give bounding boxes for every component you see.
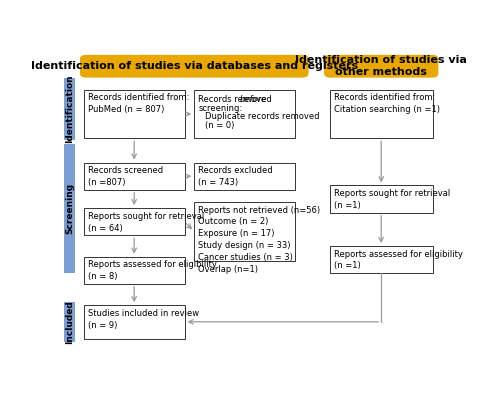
- FancyBboxPatch shape: [84, 305, 184, 338]
- Text: Included: Included: [65, 300, 74, 344]
- Text: Studies included in review
(n = 9): Studies included in review (n = 9): [88, 309, 199, 330]
- FancyBboxPatch shape: [84, 163, 184, 190]
- FancyBboxPatch shape: [64, 144, 75, 273]
- FancyBboxPatch shape: [84, 208, 184, 235]
- Text: (n = 0): (n = 0): [205, 121, 234, 130]
- Text: Identification of studies via
other methods: Identification of studies via other meth…: [296, 56, 467, 77]
- Text: Reports sought for retrieval
(n =1): Reports sought for retrieval (n =1): [334, 189, 450, 210]
- FancyBboxPatch shape: [330, 185, 432, 213]
- Text: Records identified from:
PubMed (n = 807): Records identified from: PubMed (n = 807…: [88, 93, 189, 114]
- Text: Reports sought for retrieval
(n = 64): Reports sought for retrieval (n = 64): [88, 212, 204, 232]
- FancyBboxPatch shape: [330, 90, 432, 138]
- Text: Identification: Identification: [65, 74, 74, 143]
- FancyBboxPatch shape: [64, 302, 75, 342]
- FancyBboxPatch shape: [64, 78, 75, 140]
- Text: Duplicate records removed: Duplicate records removed: [205, 112, 320, 121]
- Text: Identification of studies via databases and registers: Identification of studies via databases …: [30, 61, 358, 71]
- Text: Records identified from:
Citation searching (n =1): Records identified from: Citation search…: [334, 93, 440, 114]
- FancyBboxPatch shape: [194, 90, 295, 138]
- FancyBboxPatch shape: [80, 55, 308, 78]
- FancyBboxPatch shape: [324, 55, 438, 78]
- Text: before: before: [240, 95, 267, 104]
- Text: Records excluded
(n = 743): Records excluded (n = 743): [198, 166, 273, 187]
- Text: Reports assessed for eligibility
(n = 8): Reports assessed for eligibility (n = 8): [88, 260, 216, 281]
- FancyBboxPatch shape: [84, 256, 184, 284]
- FancyBboxPatch shape: [194, 202, 295, 261]
- Text: screening:: screening:: [198, 104, 242, 113]
- Text: Reports assessed for eligibility
(n =1): Reports assessed for eligibility (n =1): [334, 250, 462, 270]
- Text: Screening: Screening: [65, 183, 74, 234]
- FancyBboxPatch shape: [330, 246, 432, 273]
- Text: Reports not retrieved (n=56)
Outcome (n = 2)
Exposure (n = 17)
Study design (n =: Reports not retrieved (n=56) Outcome (n …: [198, 206, 320, 274]
- FancyBboxPatch shape: [84, 90, 184, 138]
- Text: Records screened
(n =807): Records screened (n =807): [88, 166, 163, 187]
- Text: Records removed: Records removed: [198, 95, 274, 104]
- FancyBboxPatch shape: [194, 163, 295, 190]
